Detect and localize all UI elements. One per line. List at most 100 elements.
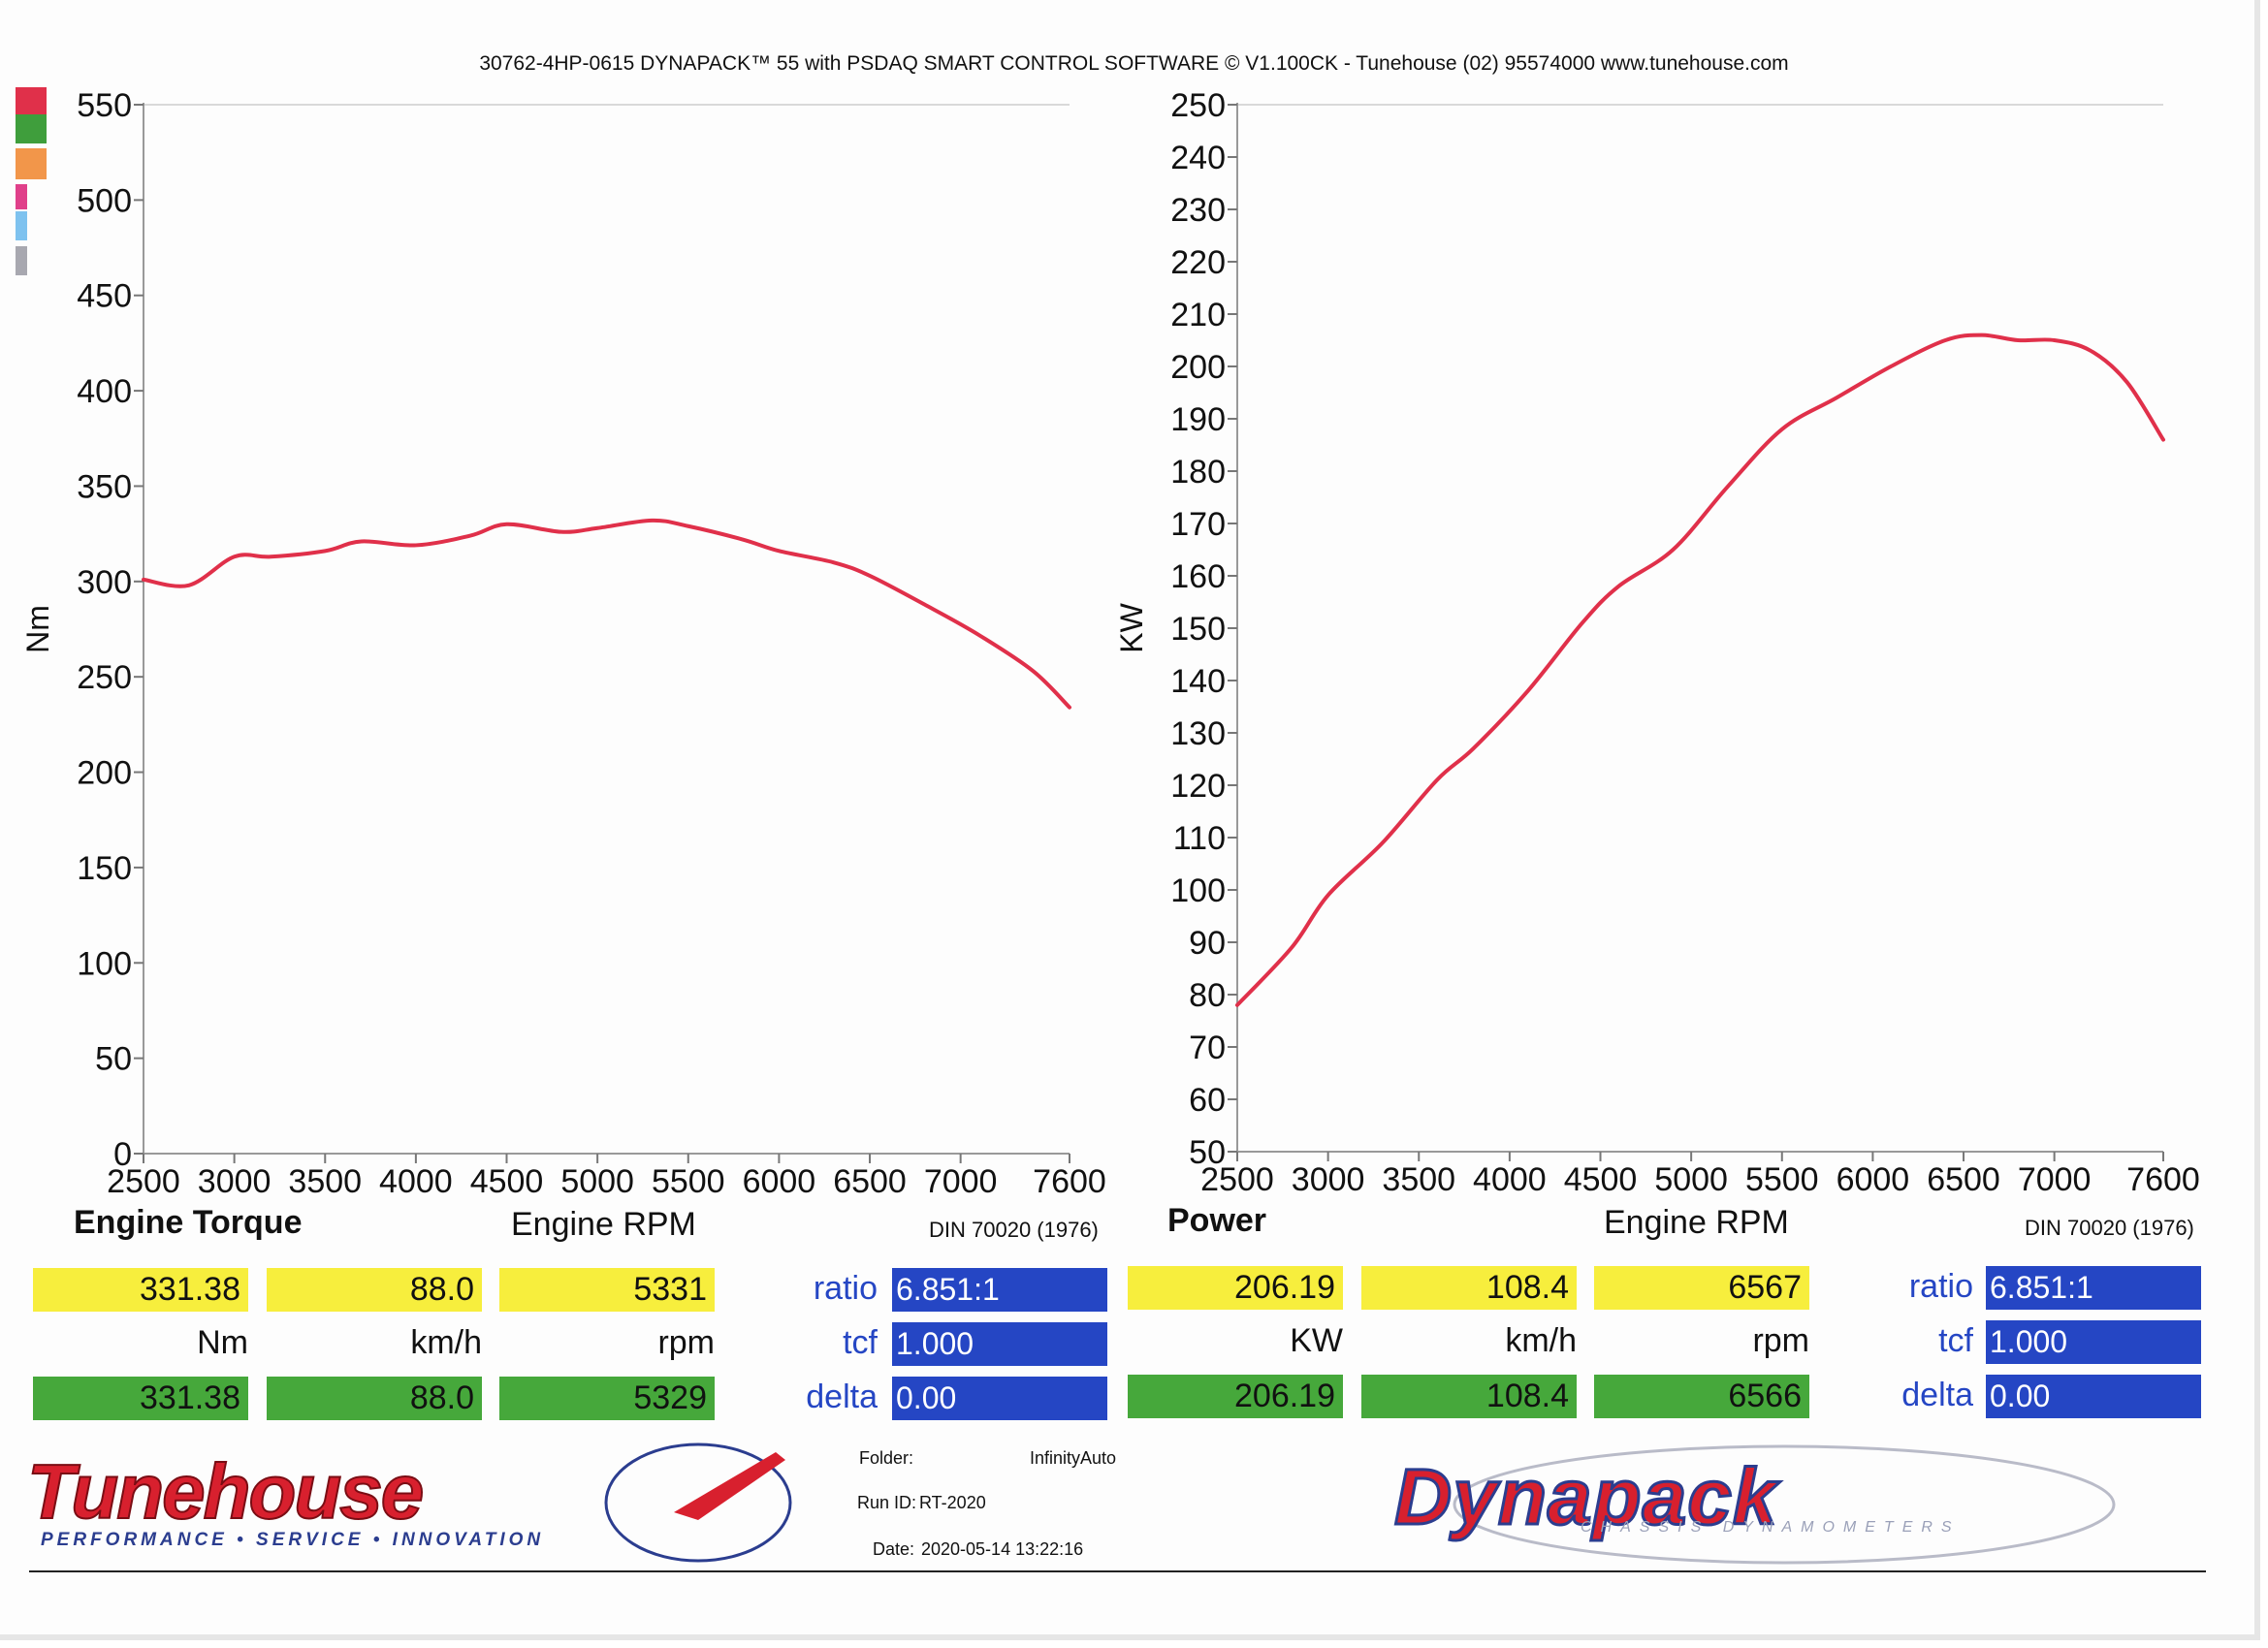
delta-value: 0.00 bbox=[892, 1377, 1107, 1420]
x-tick-label: 5000 bbox=[560, 1163, 634, 1200]
y-tick-label: 250 bbox=[1170, 87, 1226, 124]
power-unit-label: KW bbox=[1290, 1322, 1343, 1359]
torque-speed-box: 88.0 bbox=[267, 1268, 482, 1312]
power-speed-box-2: 108.4 bbox=[1361, 1375, 1577, 1418]
x-tick-label: 7000 bbox=[2018, 1161, 2092, 1198]
y-tick-label: 200 bbox=[77, 755, 132, 792]
torque-chart: 0 50 100 150 200 250 300 350 400 450 500 550 2500 300… bbox=[20, 87, 1106, 1200]
y-tick-label: 250 bbox=[77, 659, 132, 696]
y-tick-label: 0 bbox=[113, 1136, 132, 1173]
power-value-box: 206.19 bbox=[1128, 1266, 1343, 1310]
torque-title: Engine Torque bbox=[74, 1204, 303, 1241]
y-tick-label: 190 bbox=[1170, 401, 1226, 438]
x-tick-label: 7000 bbox=[924, 1163, 998, 1200]
y-tick-label: 100 bbox=[77, 945, 132, 982]
torque-xlabel: Engine RPM bbox=[511, 1206, 696, 1243]
y-tick-label: 130 bbox=[1170, 715, 1226, 752]
y-tick-label: 230 bbox=[1170, 192, 1226, 229]
series-line bbox=[142, 518, 1071, 710]
y-tick-label: 550 bbox=[77, 87, 132, 124]
tcf-label: tcf bbox=[843, 1324, 878, 1361]
y-tick-label: 350 bbox=[77, 468, 132, 505]
y-tick-label: 150 bbox=[77, 850, 132, 887]
ratio-value: 6.851:1 bbox=[892, 1268, 1107, 1312]
ratio-label: ratio bbox=[813, 1270, 878, 1307]
speed-unit-label-2: km/h bbox=[1505, 1322, 1577, 1359]
y-tick-label: 300 bbox=[77, 564, 132, 601]
report-header: 30762-4HP-0615 DYNAPACK™ 55 with PSDAQ S… bbox=[479, 52, 1789, 75]
date-value: 2020-05-14 13:22:16 bbox=[921, 1539, 1084, 1559]
x-tick-label: 3000 bbox=[1292, 1161, 1365, 1198]
speed-unit-label: km/h bbox=[410, 1324, 482, 1361]
footer-rule bbox=[29, 1570, 2206, 1572]
torque-rpm-box: 5331 bbox=[499, 1268, 715, 1312]
x-tick-label: 4500 bbox=[470, 1163, 544, 1200]
torque-value-box: 331.38 bbox=[33, 1268, 248, 1312]
y-tick-label: 150 bbox=[1170, 611, 1226, 648]
series-line bbox=[1235, 333, 2165, 1007]
y-tick-label: 60 bbox=[1189, 1082, 1226, 1119]
rpm-unit-label: rpm bbox=[657, 1324, 715, 1361]
x-tick-label: 2500 bbox=[1200, 1161, 1274, 1198]
rpm-unit-label-2: rpm bbox=[1752, 1322, 1809, 1359]
y-tick-label: 80 bbox=[1189, 977, 1226, 1014]
y-tick-label: 50 bbox=[95, 1041, 132, 1078]
torque-value-box-2: 331.38 bbox=[33, 1377, 248, 1420]
x-tick-label: 3500 bbox=[1382, 1161, 1455, 1198]
x-tick-label: 3500 bbox=[288, 1163, 362, 1200]
y-tick-label: 140 bbox=[1170, 663, 1226, 700]
y-axis-label: KW bbox=[1114, 602, 1149, 652]
legend-swatch bbox=[16, 114, 47, 143]
y-axis-label: Nm bbox=[20, 605, 55, 653]
y-tick-label: 170 bbox=[1170, 506, 1226, 543]
x-tick-label: 4500 bbox=[1564, 1161, 1638, 1198]
y-tick-label: 160 bbox=[1170, 558, 1226, 595]
power-standard: DIN 70020 (1976) bbox=[2025, 1216, 2194, 1240]
y-tick-label: 90 bbox=[1189, 925, 1226, 962]
tcf-label-2: tcf bbox=[1938, 1322, 1973, 1359]
x-tick-label: 6000 bbox=[1837, 1161, 1910, 1198]
legend-swatch bbox=[16, 87, 47, 118]
y-tick-label: 50 bbox=[1189, 1134, 1226, 1171]
dynapack-wordmark: Dynapack bbox=[1394, 1453, 1781, 1541]
x-tick-label: 4000 bbox=[379, 1163, 453, 1200]
y-tick-label: 240 bbox=[1170, 140, 1226, 176]
y-tick-label: 180 bbox=[1170, 454, 1226, 491]
torque-speed-box-2: 88.0 bbox=[267, 1377, 482, 1420]
y-tick-label: 210 bbox=[1170, 297, 1226, 333]
torque-unit-label: Nm bbox=[197, 1324, 248, 1361]
run-id-label: Run ID: bbox=[857, 1493, 917, 1512]
x-tick-label: 4000 bbox=[1473, 1161, 1547, 1198]
y-tick-label: 110 bbox=[1173, 820, 1226, 857]
torque-rpm-box-2: 5329 bbox=[499, 1377, 715, 1420]
folder-label: Folder: bbox=[859, 1448, 914, 1468]
x-tick-label: 5000 bbox=[1654, 1161, 1728, 1198]
ratio-label-2: ratio bbox=[1908, 1268, 1973, 1305]
tcf-value: 1.000 bbox=[892, 1322, 1107, 1366]
x-tick-label: 3000 bbox=[198, 1163, 272, 1200]
power-value-box-2: 206.19 bbox=[1128, 1375, 1343, 1418]
power-title: Power bbox=[1167, 1202, 1267, 1239]
x-tick-label: 6500 bbox=[1927, 1161, 2000, 1198]
tunehouse-tagline: PERFORMANCE • SERVICE • INNOVATION bbox=[41, 1530, 544, 1550]
dynapack-tagline: CHASSIS DYNAMOMETERS bbox=[1581, 1519, 1961, 1536]
power-rpm-box: 6567 bbox=[1594, 1266, 1809, 1310]
x-tick-label: 5500 bbox=[652, 1163, 725, 1200]
y-tick-label: 120 bbox=[1170, 768, 1226, 805]
x-tick-label: 7600 bbox=[1033, 1163, 1106, 1200]
x-tick-label: 6500 bbox=[833, 1163, 907, 1200]
legend-swatch bbox=[16, 246, 27, 275]
x-tick-label: 2500 bbox=[107, 1163, 180, 1200]
x-tick-label: 5500 bbox=[1745, 1161, 1819, 1198]
torque-standard: DIN 70020 (1976) bbox=[929, 1218, 1099, 1242]
y-tick-label: 400 bbox=[77, 373, 132, 410]
folder-value: InfinityAuto bbox=[1030, 1448, 1117, 1468]
legend-swatch bbox=[16, 211, 27, 240]
y-tick-label: 70 bbox=[1189, 1030, 1226, 1066]
legend-swatch bbox=[16, 148, 47, 179]
tunehouse-logo: Tunehouse PERFORMANCE • SERVICE • INNOVA… bbox=[26, 1442, 792, 1563]
y-tick-label: 220 bbox=[1170, 244, 1226, 281]
power-rpm-box-2: 6566 bbox=[1594, 1375, 1809, 1418]
tunehouse-wordmark: Tunehouse bbox=[27, 1448, 423, 1535]
